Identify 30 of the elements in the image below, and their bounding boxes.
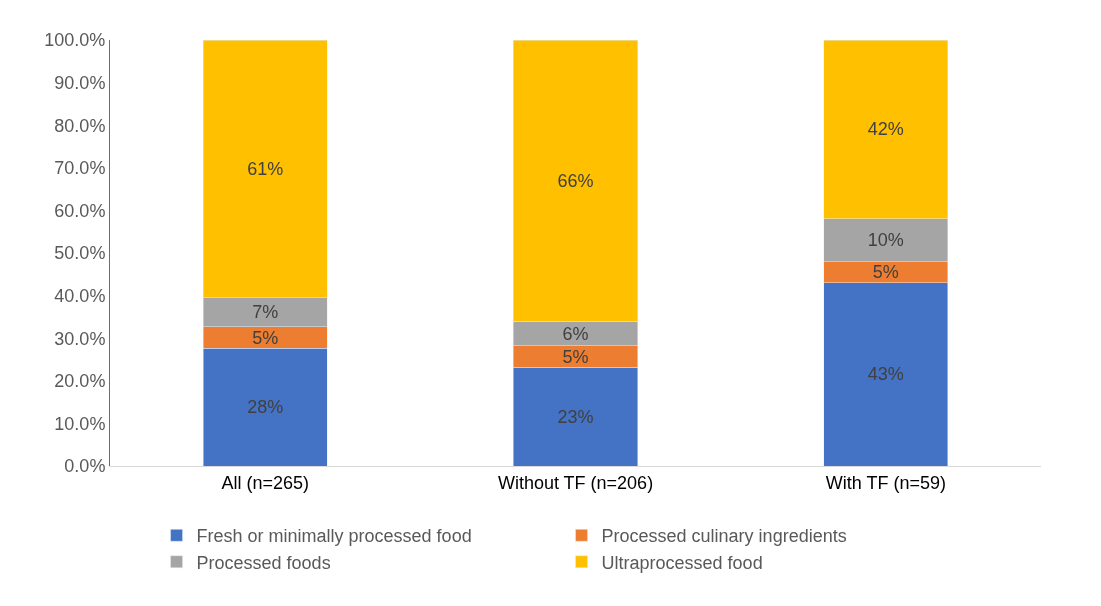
data-label: 61% xyxy=(247,158,284,179)
data-label: 6% xyxy=(562,323,589,344)
x-tick-label: All (n=265) xyxy=(221,472,309,493)
y-tick-label: 70.0% xyxy=(54,158,106,179)
legend-label: Fresh or minimally processed food xyxy=(196,526,472,547)
y-tick-label: 0.0% xyxy=(64,456,106,477)
data-label: 5% xyxy=(562,346,589,367)
data-label: 66% xyxy=(557,170,594,191)
y-tick-label: 10.0% xyxy=(54,413,106,434)
data-label: 5% xyxy=(252,327,279,348)
y-tick-label: 20.0% xyxy=(54,371,106,392)
data-label: 28% xyxy=(247,397,284,418)
data-label: 7% xyxy=(252,302,279,323)
y-tick-label: 30.0% xyxy=(54,328,106,349)
x-tick-label: Without TF (n=206) xyxy=(497,472,654,493)
legend-label: Processed culinary ingredients xyxy=(601,526,847,547)
legend-label: Ultraprocessed food xyxy=(601,552,763,573)
y-tick-label: 60.0% xyxy=(54,200,106,221)
data-label: 42% xyxy=(867,119,904,140)
data-label: 43% xyxy=(867,364,904,385)
y-tick-label: 80.0% xyxy=(54,115,106,136)
x-tick-label: With TF (n=59) xyxy=(825,472,946,493)
data-label: 10% xyxy=(867,230,904,251)
y-tick-label: 90.0% xyxy=(54,72,106,93)
y-tick-label: 40.0% xyxy=(54,285,106,306)
data-label: 23% xyxy=(557,406,594,427)
legend-label: Processed foods xyxy=(196,552,331,573)
data-label: 5% xyxy=(872,262,899,283)
y-tick-label: 100.0% xyxy=(44,30,106,51)
y-tick-label: 50.0% xyxy=(54,243,106,264)
